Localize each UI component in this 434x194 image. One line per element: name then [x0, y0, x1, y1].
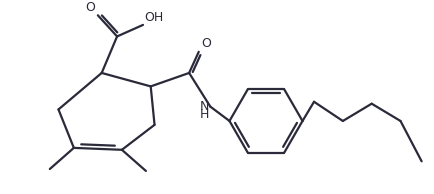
Text: O: O: [85, 1, 95, 14]
Text: OH: OH: [144, 11, 163, 24]
Text: H: H: [200, 108, 209, 121]
Text: O: O: [202, 37, 211, 50]
Text: N: N: [200, 100, 209, 113]
